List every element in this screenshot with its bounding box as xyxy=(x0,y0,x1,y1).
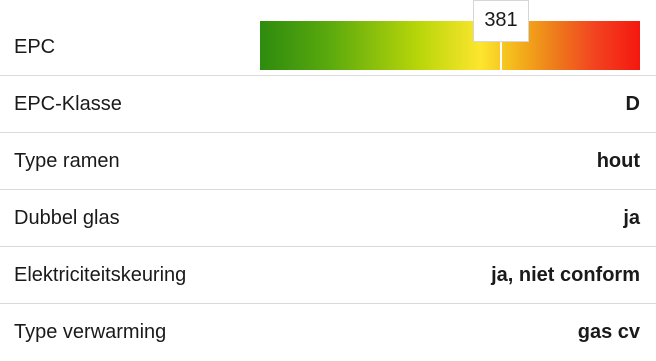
epc-color-scale xyxy=(260,21,640,70)
epc-score-marker xyxy=(500,21,502,70)
epc-score-callout: 381 xyxy=(473,0,529,42)
row-label-elektriciteitskeuring: Elektriciteitskeuring xyxy=(14,263,187,286)
row-epc-klasse: EPC-Klasse D xyxy=(0,76,656,133)
row-dubbel-glas: Dubbel glas ja xyxy=(0,190,656,247)
epc-gauge: 381 xyxy=(260,0,640,70)
row-label-dubbel-glas: Dubbel glas xyxy=(14,206,120,229)
row-label-epc: EPC xyxy=(14,36,56,58)
row-elektriciteitskeuring: Elektriciteitskeuring ja, niet conform xyxy=(0,247,656,304)
row-type-ramen: Type ramen hout xyxy=(0,133,656,190)
row-label-type-verwarming: Type verwarming xyxy=(14,321,167,343)
row-value-elektriciteitskeuring: ja, niet conform xyxy=(491,263,640,286)
row-value-type-verwarming: gas cv xyxy=(577,321,640,343)
row-label-type-ramen: Type ramen xyxy=(14,149,120,172)
row-value-epc-klasse: D xyxy=(625,92,640,115)
row-epc: EPC 381 xyxy=(0,0,656,76)
row-value-type-ramen: hout xyxy=(596,149,640,172)
row-type-verwarming: Type verwarming gas cv xyxy=(0,304,656,361)
row-value-dubbel-glas: ja xyxy=(623,206,640,229)
row-label-epc-klasse: EPC-Klasse xyxy=(14,92,122,115)
